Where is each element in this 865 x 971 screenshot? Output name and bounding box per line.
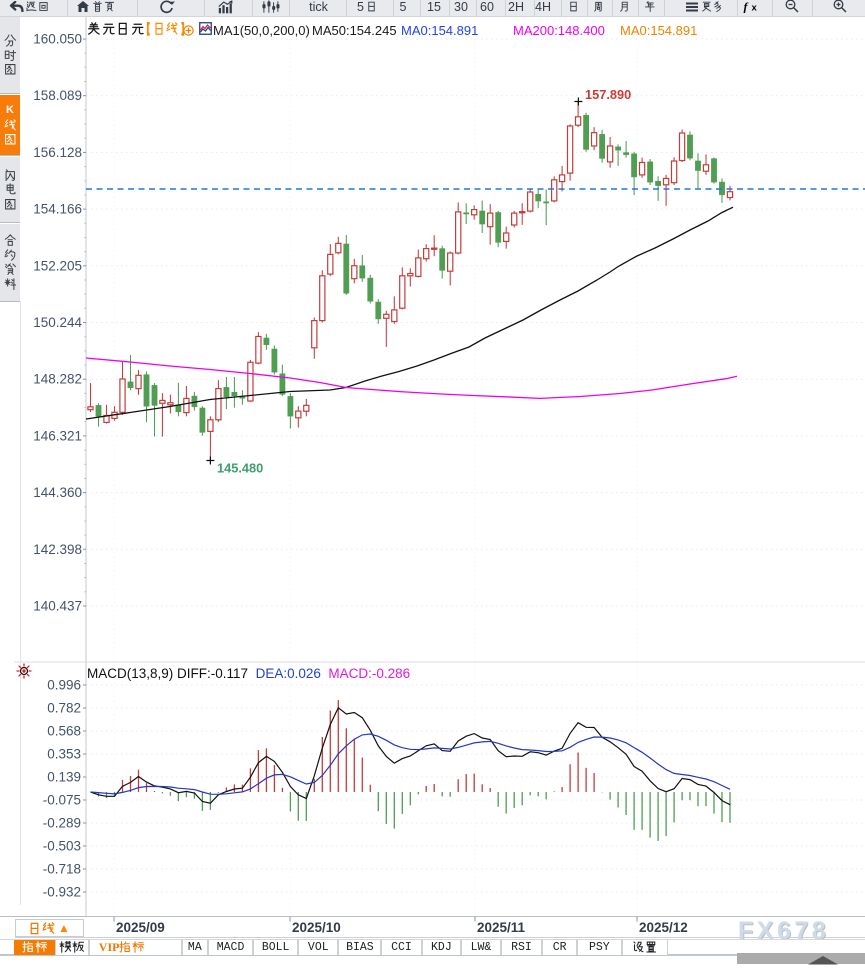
svg-text:0.568: 0.568 [47, 724, 81, 739]
svg-text:-0.289: -0.289 [43, 816, 81, 831]
svg-text:142.398: 142.398 [33, 542, 82, 557]
svg-text:0.353: 0.353 [47, 747, 81, 762]
svg-text:f: f [744, 0, 749, 13]
svg-text:145.480: 145.480 [217, 461, 263, 476]
svg-text:144.360: 144.360 [33, 485, 82, 500]
svg-text:-0.718: -0.718 [43, 862, 81, 877]
svg-text:158.089: 158.089 [33, 88, 82, 103]
svg-text:-0.075: -0.075 [43, 793, 81, 808]
svg-text:140.437: 140.437 [33, 599, 82, 614]
svg-text:152.205: 152.205 [33, 258, 82, 273]
svg-text:154.166: 154.166 [33, 202, 82, 217]
svg-text:x: x [752, 3, 758, 14]
svg-text:156.128: 156.128 [33, 145, 82, 160]
svg-text:160.050: 160.050 [33, 32, 82, 47]
svg-text:0.782: 0.782 [47, 701, 81, 716]
svg-text:0.139: 0.139 [47, 770, 81, 785]
svg-text:-0.932: -0.932 [43, 885, 81, 900]
svg-text:-0.503: -0.503 [43, 839, 81, 854]
svg-text:0.996: 0.996 [47, 678, 81, 693]
svg-text:148.282: 148.282 [33, 372, 82, 387]
svg-text:146.321: 146.321 [33, 428, 82, 443]
svg-text:150.244: 150.244 [33, 315, 82, 330]
svg-text:157.890: 157.890 [585, 87, 631, 102]
